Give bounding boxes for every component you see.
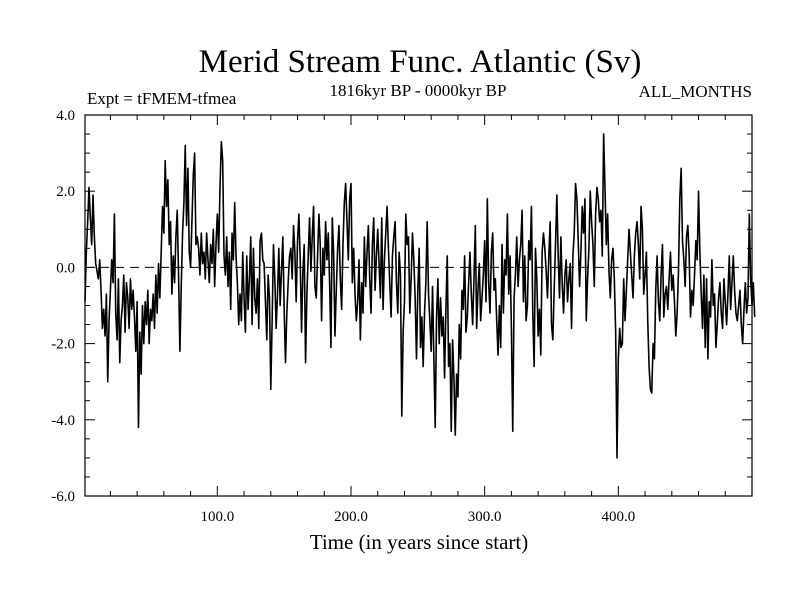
x-axis [109,115,726,496]
x-tick-label: 100.0 [200,509,234,525]
y-tick-label: 2.0 [56,184,75,200]
y-tick-labels: 4.0 2.0 0.0 -2.0 -4.0 -6.0 [51,108,75,505]
y-axis [85,114,752,497]
y-tick-label: 0.0 [56,260,75,276]
y-tick-label: -2.0 [51,337,75,353]
x-tick-label: 200.0 [334,509,368,525]
y-tick-label: 4.0 [56,108,75,124]
x-tick-label: 300.0 [468,509,502,525]
y-tick-label: -4.0 [51,413,75,429]
chart-subtitle-center: 1816kyr BP - 0000kyr BP [330,81,507,100]
chart-subtitle-left: Expt = tFMEM-tfmea [87,89,237,108]
series-line [84,133,756,459]
chart-subtitle-right: ALL_MONTHS [639,82,752,101]
plot-area [84,114,756,497]
x-axis-label: Time (in years since start) [310,530,529,554]
chart-title: Merid Stream Func. Atlantic (Sv) [199,44,642,80]
y-tick-label: -6.0 [51,489,75,505]
x-tick-label: 400.0 [601,509,635,525]
x-tick-labels: 100.0 200.0 300.0 400.0 [200,509,635,525]
